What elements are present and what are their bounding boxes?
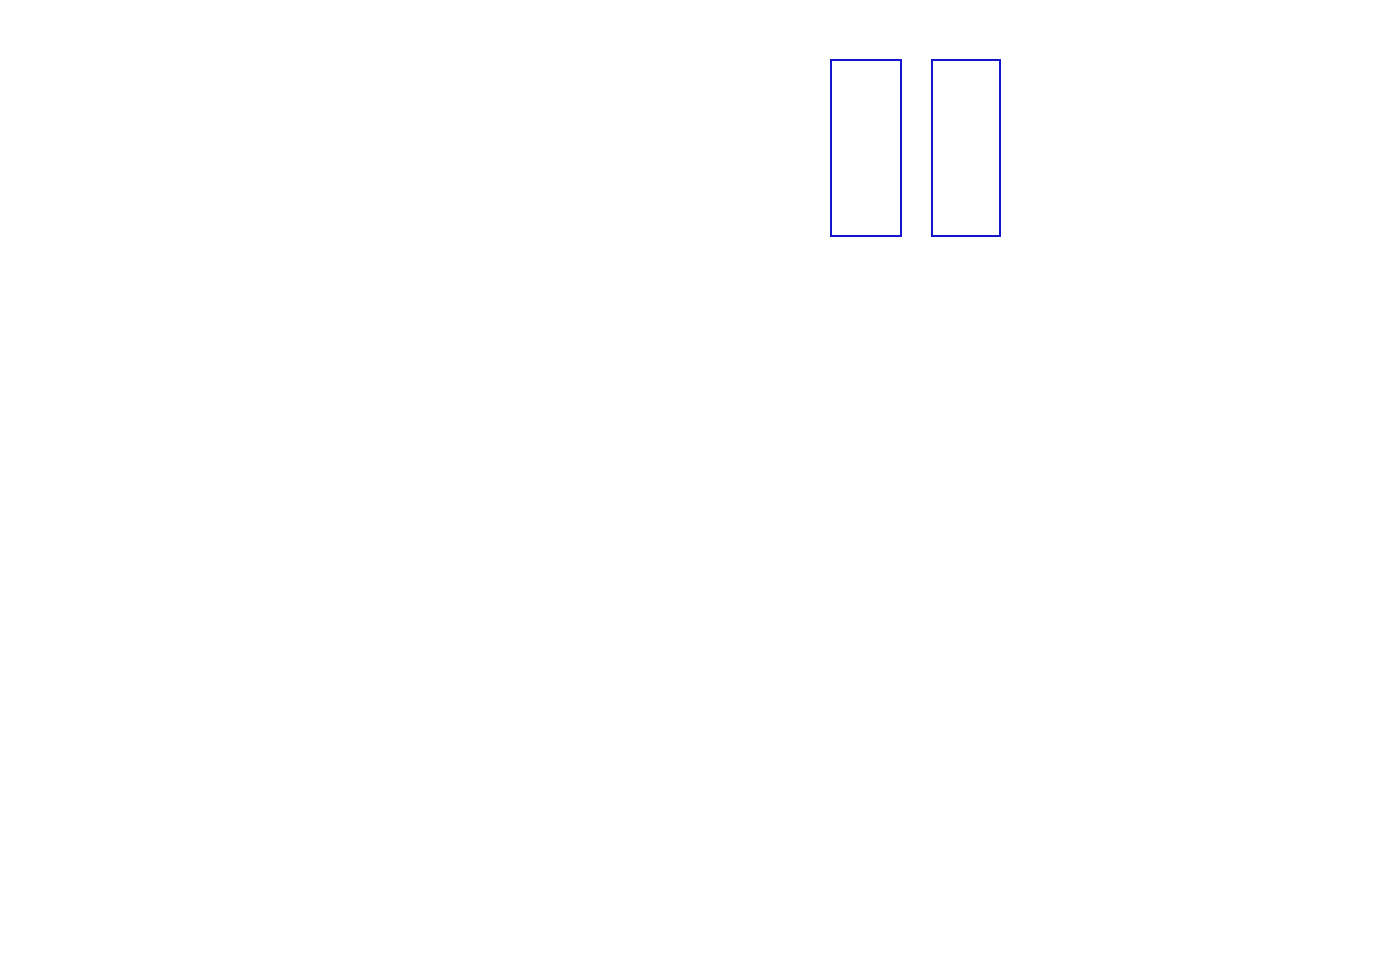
fiber-positions-panel: [40, 513, 230, 725]
clean-image: [931, 59, 1001, 237]
emission-line-labels: [70, 270, 1315, 465]
hsc-r-image: [620, 533, 775, 681]
lineflux-map-panel: [223, 513, 413, 725]
kpno-g-cutout-panel: [408, 513, 598, 725]
kpno-g-image: [433, 533, 588, 681]
hsc-r-cutout-panel: [595, 513, 785, 725]
emission-line-zoom-plot: [1030, 48, 1310, 228]
lineflux-map-image: [248, 533, 403, 681]
fiber-positions-image: [65, 533, 220, 681]
full-spectrum-plot: [70, 270, 1315, 465]
with-sky-image: [830, 59, 902, 237]
